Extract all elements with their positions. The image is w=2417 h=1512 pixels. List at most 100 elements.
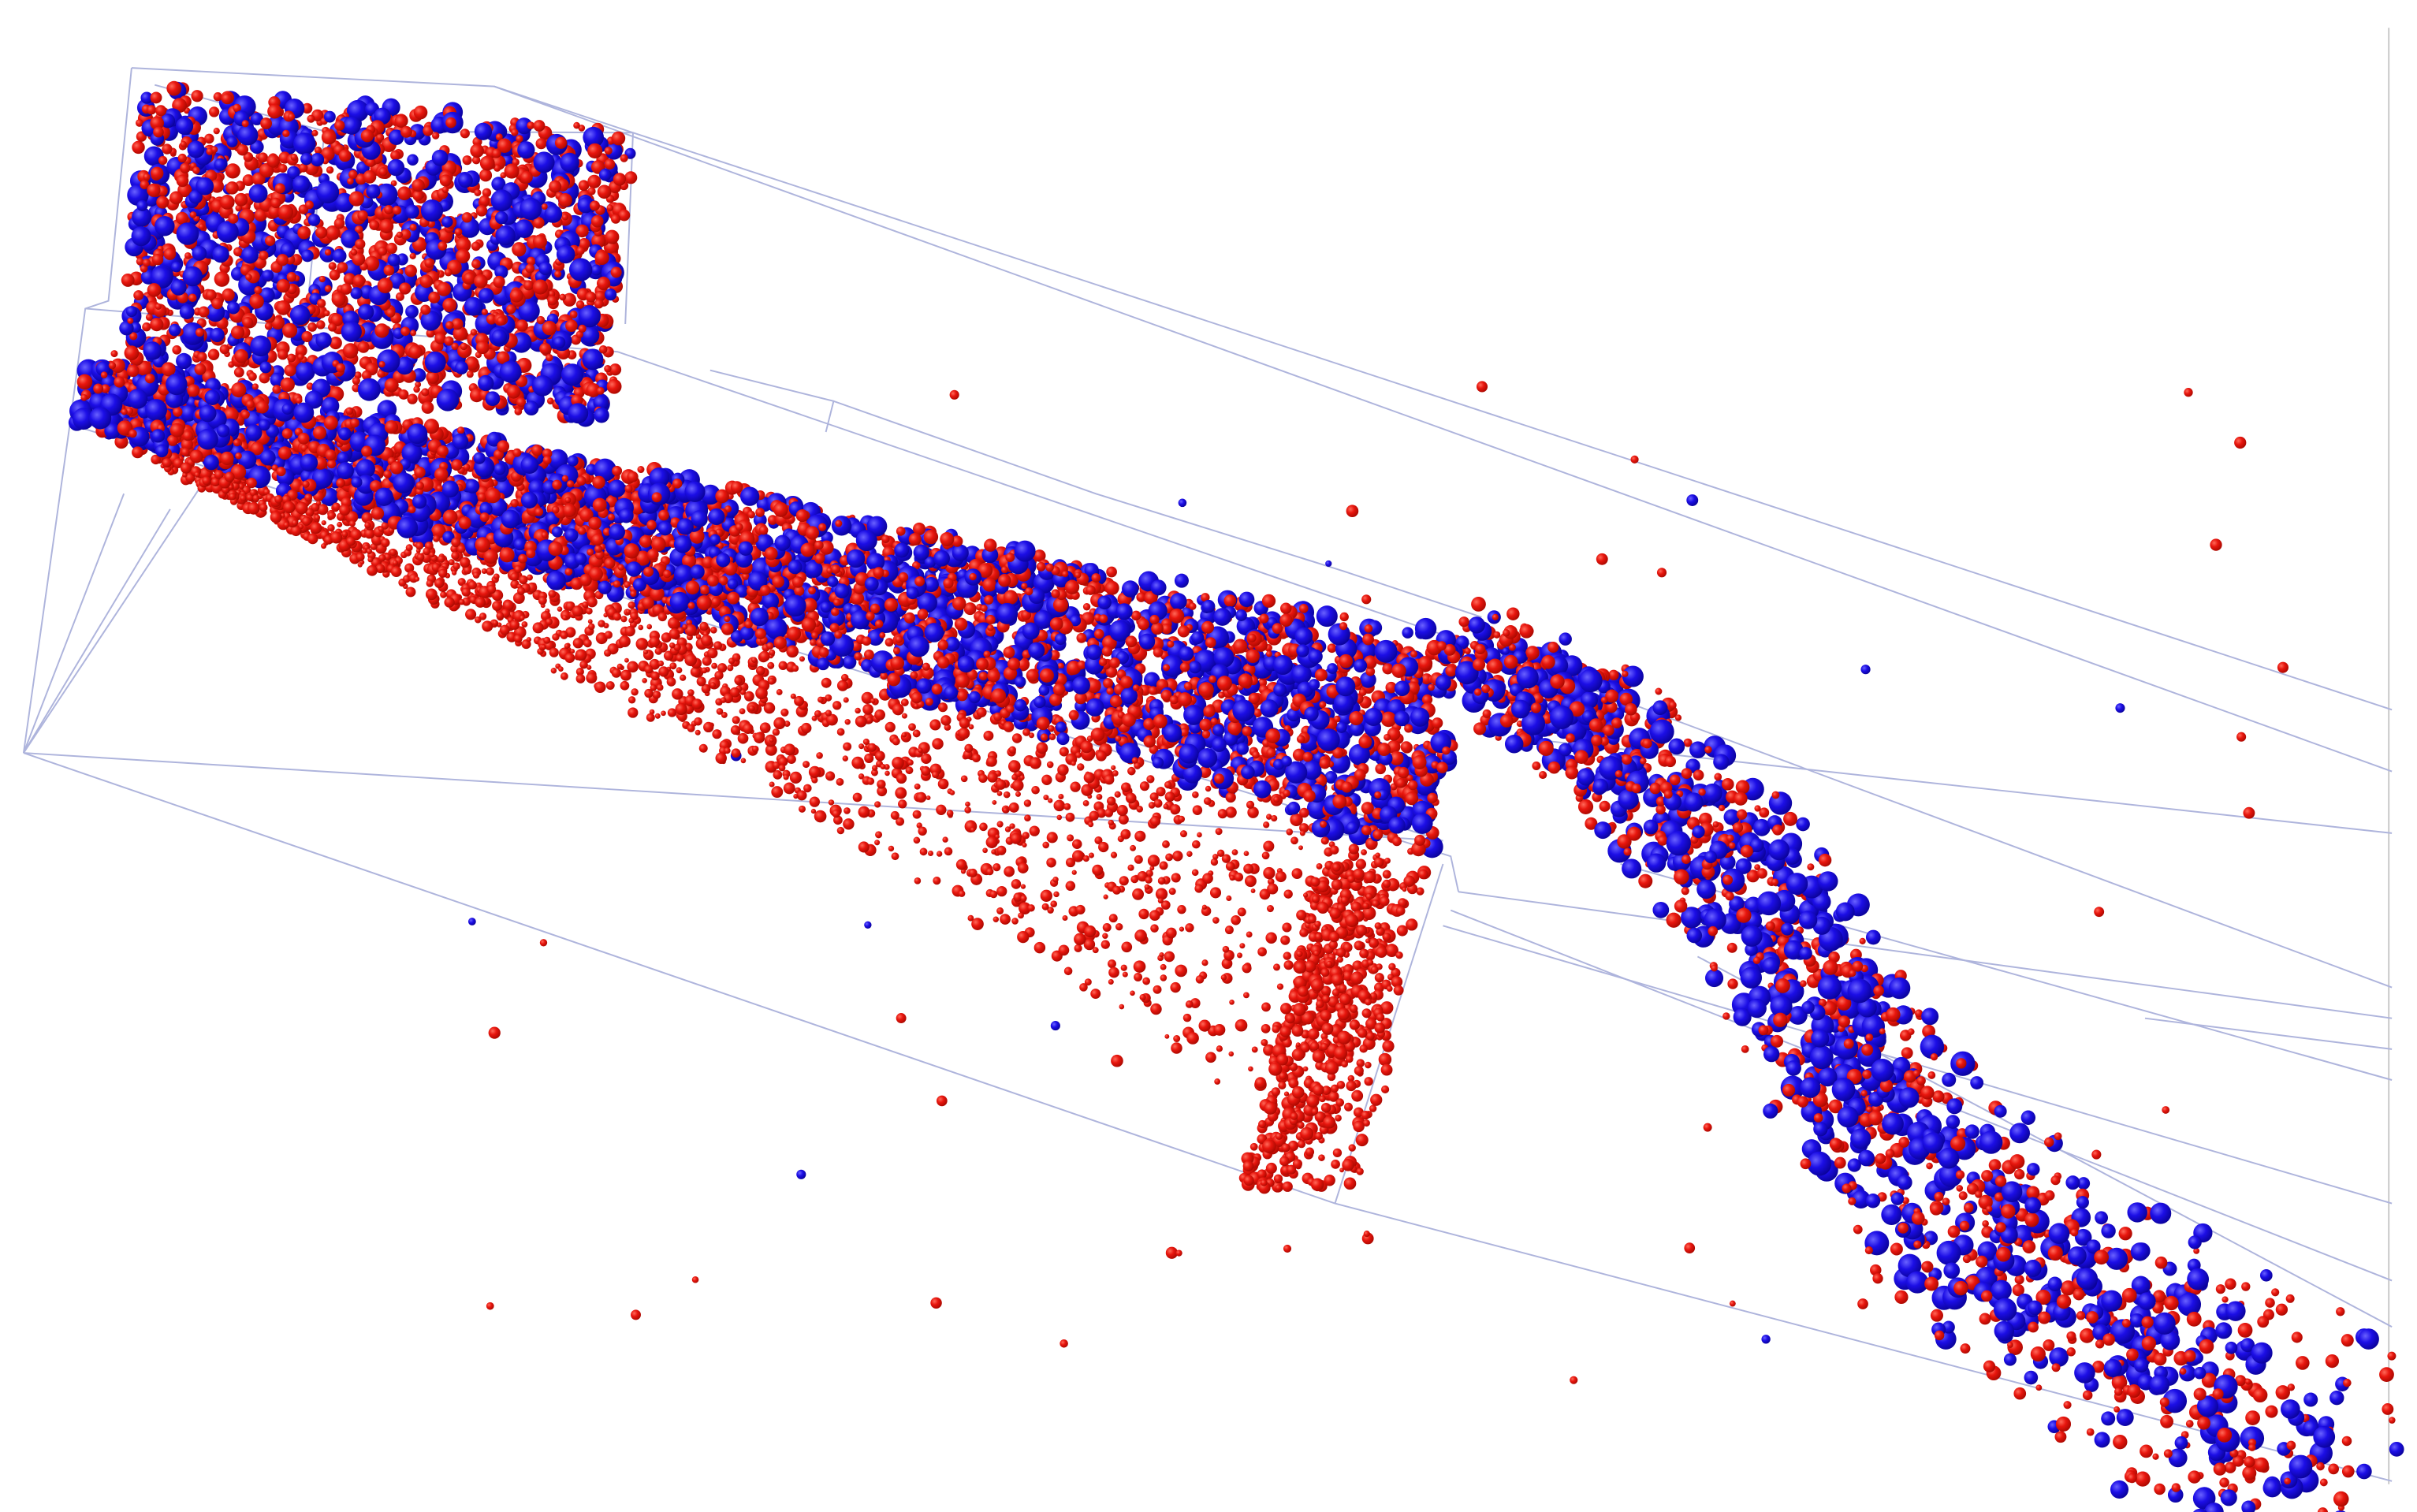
red-particle: [810, 808, 817, 814]
red-particle: [1339, 612, 1349, 622]
red-particle: [2014, 1275, 2024, 1285]
red-particle: [798, 805, 806, 813]
red-particle: [1070, 781, 1081, 792]
red-particle: [142, 322, 151, 332]
red-particle: [492, 601, 503, 612]
blue-particle: [1178, 498, 1187, 508]
red-particle: [1096, 793, 1103, 800]
red-particle: [562, 292, 576, 307]
wire-edge: [825, 400, 835, 433]
red-particle: [1297, 1140, 1306, 1149]
red-particle: [460, 128, 470, 139]
red-particle: [1107, 796, 1116, 806]
red-particle: [412, 190, 424, 202]
red-particle: [1860, 1089, 1868, 1097]
red-particle: [1251, 1046, 1258, 1053]
red-particle: [1074, 944, 1082, 952]
red-particle: [1082, 603, 1091, 611]
red-particle: [1150, 1003, 1162, 1015]
red-particle: [1331, 879, 1343, 891]
red-particle: [1382, 663, 1394, 675]
red-particle: [413, 105, 428, 120]
red-particle: [1782, 1083, 1796, 1097]
red-particle: [2382, 1403, 2394, 1415]
red-particle: [1082, 855, 1089, 862]
red-particle: [1079, 983, 1088, 992]
red-particle: [318, 275, 326, 283]
red-particle: [787, 754, 796, 764]
blue-particle: [465, 479, 480, 493]
red-particle: [996, 791, 1003, 796]
red-particle: [290, 153, 298, 161]
red-particle: [1029, 757, 1042, 769]
red-particle: [1964, 1202, 1974, 1213]
red-particle: [864, 753, 874, 764]
red-particle: [1361, 594, 1372, 605]
blue-particle: [1921, 1007, 1939, 1026]
red-particle: [1623, 847, 1632, 856]
red-particle: [884, 770, 890, 776]
red-particle: [1209, 887, 1222, 899]
red-particle: [1197, 832, 1202, 838]
red-particle: [1134, 972, 1143, 981]
red-particle: [1570, 1376, 1578, 1384]
red-particle: [2277, 661, 2289, 673]
red-particle: [618, 635, 631, 648]
red-particle: [624, 626, 635, 637]
blue-particle: [1881, 1204, 1902, 1225]
red-particle: [1395, 951, 1403, 959]
red-particle: [1018, 912, 1024, 919]
red-particle: [1205, 1052, 1216, 1063]
red-particle: [1116, 805, 1128, 817]
red-particle: [1369, 937, 1380, 948]
red-particle: [1283, 1244, 1292, 1253]
red-particle: [426, 329, 435, 338]
red-particle: [2341, 1436, 2352, 1447]
red-particle: [803, 761, 810, 769]
red-particle: [963, 602, 977, 616]
red-particle: [549, 647, 559, 657]
red-particle: [912, 810, 922, 819]
red-particle: [1118, 814, 1129, 825]
red-particle: [1958, 1191, 1968, 1201]
red-particle: [456, 426, 465, 434]
red-particle: [771, 786, 784, 799]
red-particle: [836, 777, 844, 786]
red-particle: [2341, 1465, 2355, 1478]
red-particle: [642, 677, 647, 683]
red-particle: [843, 818, 855, 830]
red-particle: [110, 350, 118, 358]
red-particle: [564, 653, 575, 663]
blue-particle: [350, 287, 363, 300]
red-particle: [1173, 1035, 1181, 1043]
red-particle: [1359, 1044, 1368, 1053]
red-particle: [937, 778, 949, 790]
red-particle: [550, 668, 557, 674]
red-particle: [1318, 1154, 1325, 1161]
red-particle: [1754, 864, 1761, 871]
red-particle: [896, 1013, 907, 1023]
red-particle: [1111, 765, 1116, 771]
red-particle: [121, 274, 135, 287]
red-particle: [2328, 1463, 2339, 1475]
red-particle: [1402, 887, 1407, 892]
blue-particle: [1559, 632, 1572, 646]
red-particle: [763, 702, 776, 714]
blue-particle: [2074, 1362, 2095, 1384]
blue-particle: [1468, 616, 1485, 634]
red-particle: [526, 637, 532, 642]
wire-edge: [493, 85, 2393, 773]
red-particle: [438, 555, 445, 563]
red-particle: [690, 666, 701, 677]
red-particle: [743, 691, 754, 702]
red-particle: [1988, 1159, 2002, 1171]
red-particle: [616, 663, 624, 670]
red-particle: [1257, 947, 1267, 957]
red-particle: [1203, 797, 1212, 806]
red-particle: [1229, 875, 1235, 881]
red-particle: [1729, 1300, 1736, 1307]
red-particle: [1249, 1142, 1258, 1151]
wire-edge: [23, 493, 125, 754]
red-particle: [767, 515, 778, 525]
red-particle: [1656, 568, 1667, 578]
